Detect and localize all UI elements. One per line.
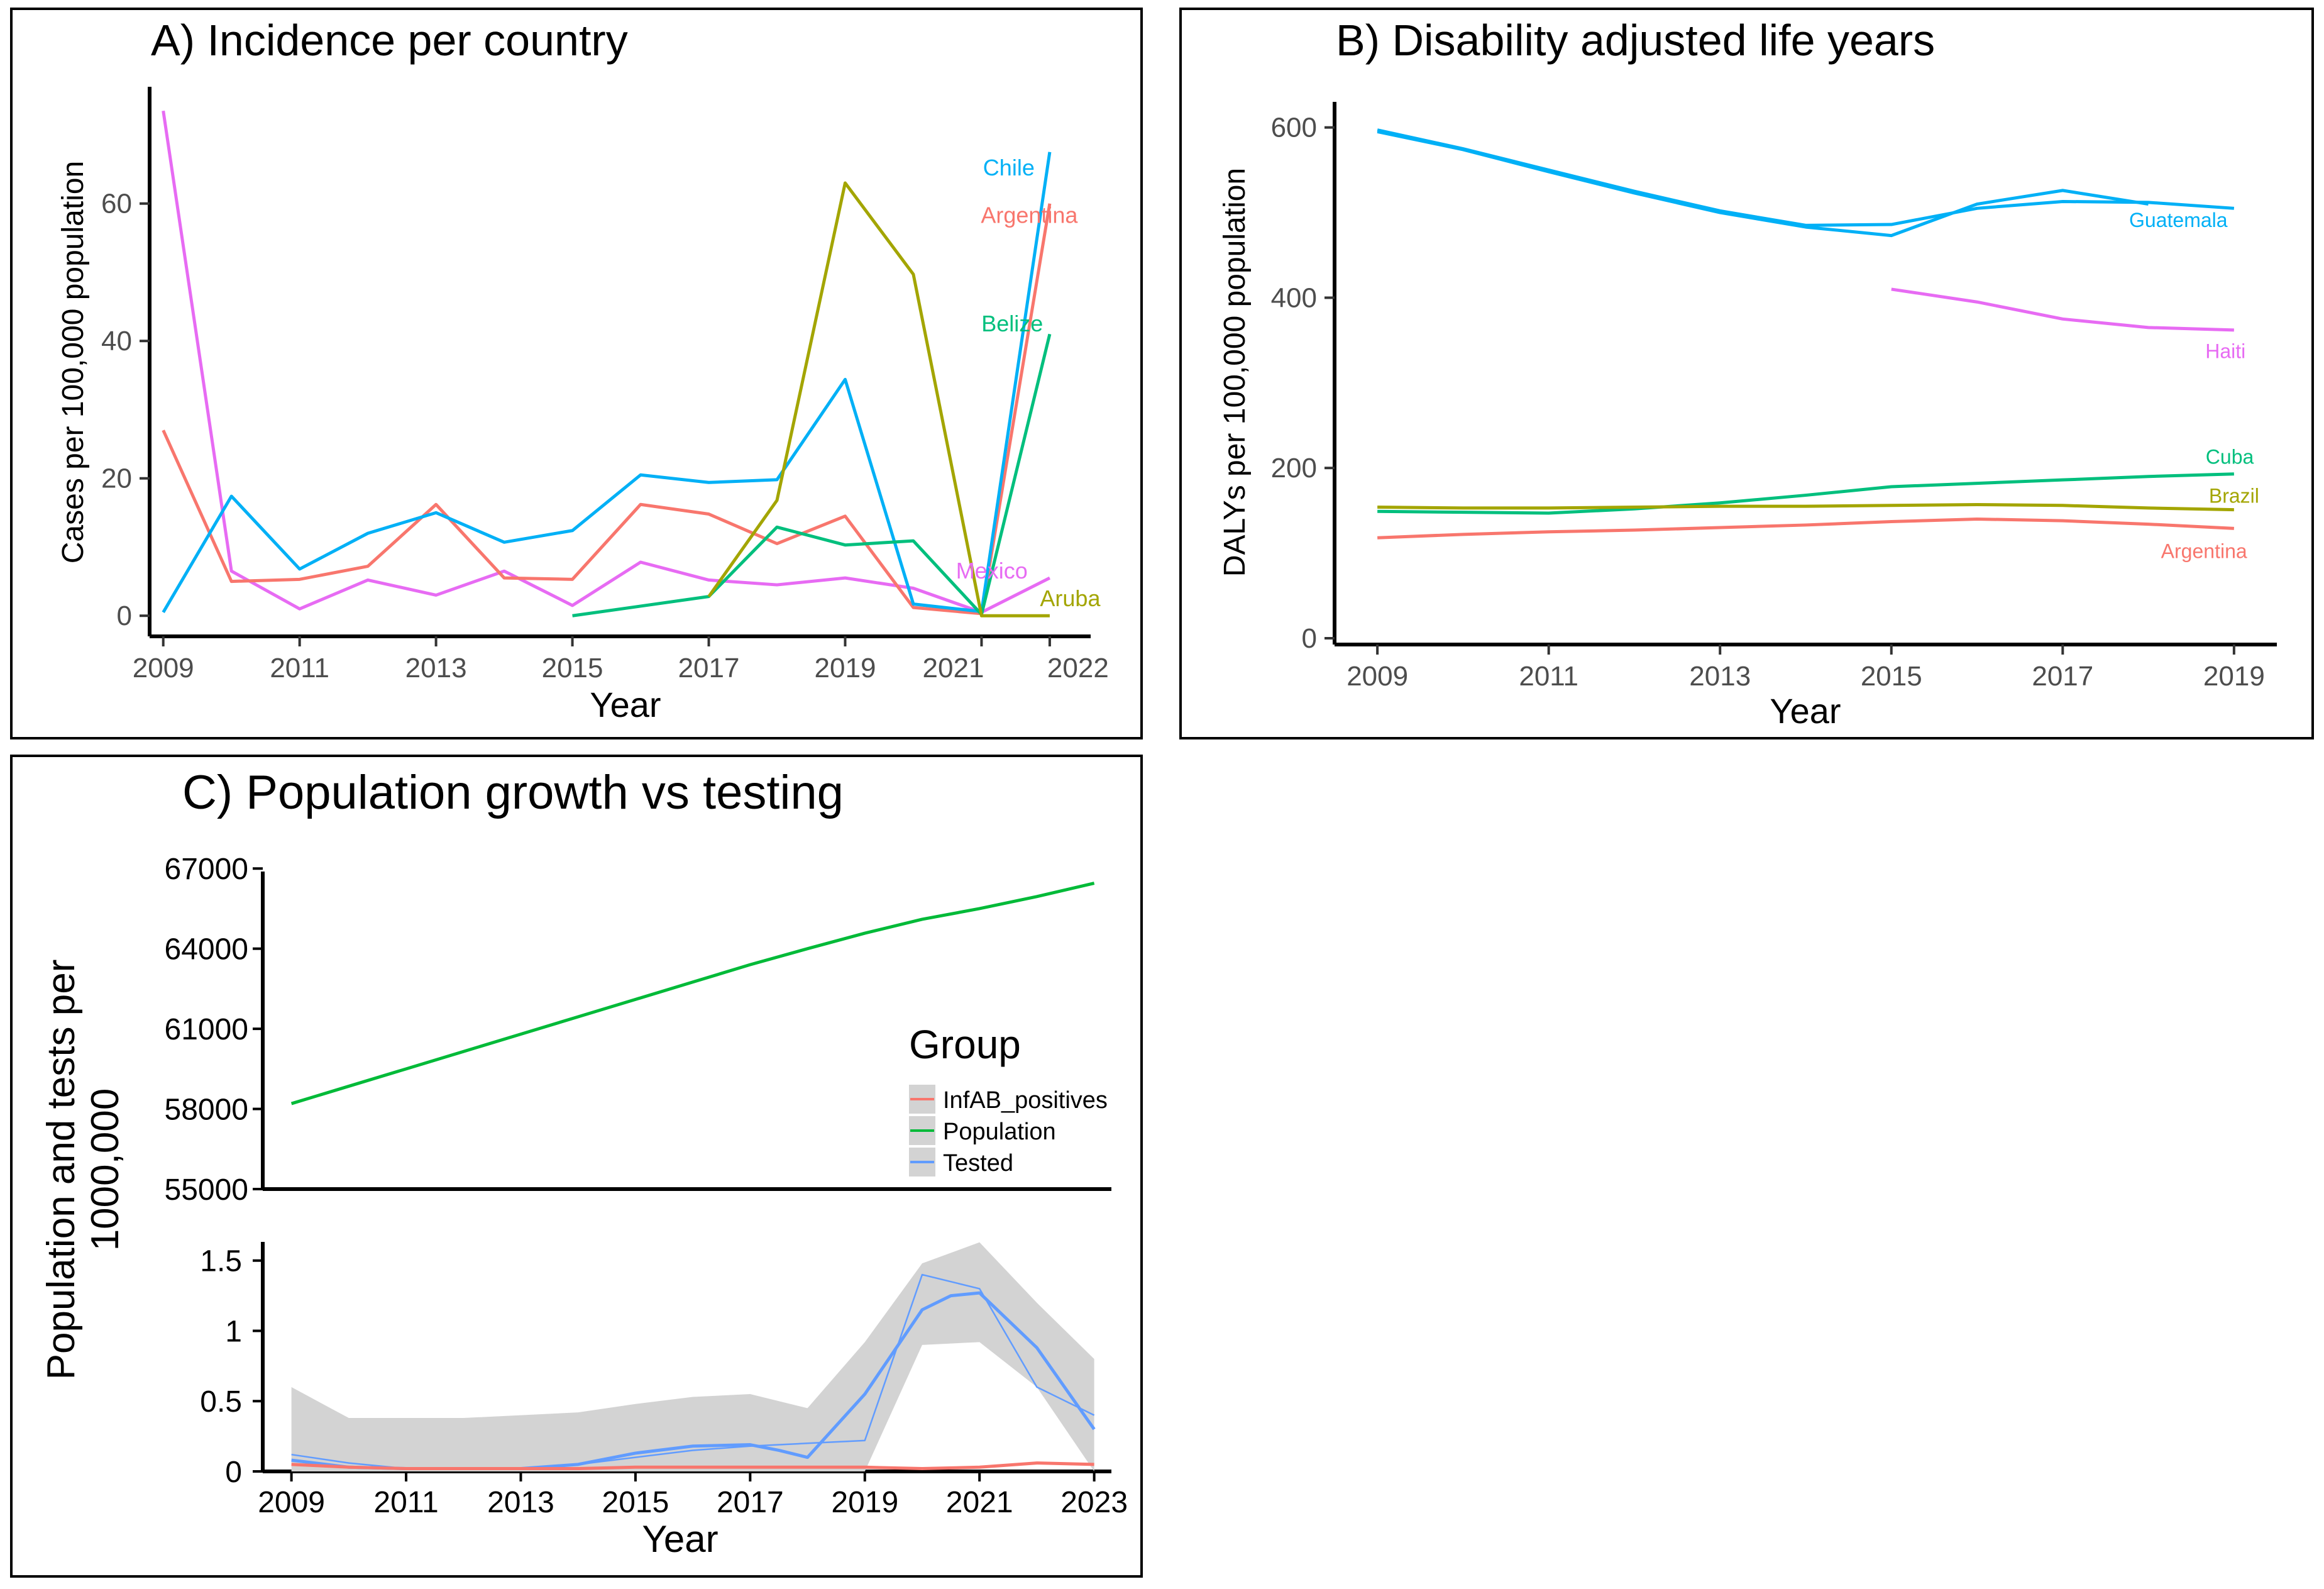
series-line-infab-positives — [291, 1461, 1094, 1471]
panel-c-y-label-line-2: 1000,000 — [84, 1088, 127, 1251]
series-line-mexico — [162, 110, 1051, 614]
legend-title: Group — [909, 1022, 1021, 1067]
y-tick-label: 600 — [1271, 113, 1317, 143]
series-label-mexico: Mexico — [956, 558, 1028, 584]
panel-b-y-label: DALYs per 100,000 population — [1218, 168, 1252, 577]
series-line-aruba — [707, 181, 1050, 617]
y-tick-label: 0 — [117, 601, 132, 631]
x-tick-label: 2017 — [717, 1486, 784, 1519]
series-label-cuba: Cuba — [2206, 445, 2254, 468]
series-label-brazil: Brazil — [2209, 485, 2259, 507]
x-tick-label: 2015 — [542, 653, 603, 684]
x-tick-label: 2019 — [815, 653, 876, 684]
series-label-aruba: Aruba — [1040, 585, 1101, 611]
panel-b-x-label: Year — [1770, 691, 1841, 731]
upper-y-tick-label: 64000 — [165, 933, 248, 966]
series-line-cuba — [1377, 472, 2234, 515]
panel-c-border — [10, 755, 1143, 1578]
series-line-chile — [162, 152, 1052, 614]
panel-c: C) Population growth vs testing 2009 2011… — [10, 755, 1143, 1578]
y-tick-label: 20 — [101, 463, 132, 494]
upper-y-tick-label: 67000 — [165, 853, 248, 886]
x-tick-label: 2021 — [946, 1486, 1013, 1519]
x-tick-label: 2017 — [678, 653, 740, 684]
upper-y-tick-label: 55000 — [165, 1173, 248, 1207]
x-tick-label: 2009 — [258, 1486, 325, 1519]
lower-y-tick-label: 0.5 — [200, 1385, 242, 1419]
x-tick-label: 2023 — [1060, 1486, 1128, 1519]
series-line-argentina — [162, 203, 1052, 616]
upper-y-tick-label: 58000 — [165, 1093, 248, 1127]
panel-a: A) Incidence per country 2009 2011 2013 201… — [10, 8, 1143, 739]
x-tick-label: 2015 — [1861, 661, 1922, 692]
panel-a-title: A) Incidence per country — [151, 16, 628, 65]
x-tick-label: 2019 — [2203, 661, 2265, 692]
series-line-haiti — [1891, 287, 2234, 332]
y-tick-label: 40 — [101, 326, 132, 357]
x-tick-label: 2013 — [1689, 661, 1751, 692]
lower-y-tick-label: 1 — [225, 1315, 242, 1348]
lower-y-tick-label: 0 — [225, 1456, 242, 1489]
y-tick-label: 60 — [101, 189, 132, 219]
panel-c-x-label: Year — [642, 1518, 718, 1560]
legend-label-tested: Tested — [943, 1150, 1013, 1177]
x-tick-label: 2022 — [1047, 653, 1109, 684]
x-tick-label: 2013 — [405, 653, 467, 684]
series-line-argentina — [1377, 517, 2234, 540]
series-label-haiti: Haiti — [2205, 340, 2245, 362]
x-tick-label: 2015 — [602, 1486, 669, 1519]
panel-b: B) Disability adjusted life years 2009 20… — [1179, 8, 2314, 739]
x-tick-label: 2011 — [270, 653, 329, 684]
panel-c-y-label: Population and tests per 1000,000 — [40, 960, 127, 1380]
series-label-argentina: Argentina — [2161, 540, 2247, 563]
panel-c-y-label-line-1: Population and tests per — [40, 960, 83, 1380]
y-tick-label: 0 — [1302, 623, 1317, 654]
panel-a-border — [10, 8, 1143, 739]
panel-a-x-label: Year — [590, 685, 661, 724]
x-tick-label: 2009 — [133, 653, 194, 684]
x-tick-label: 2009 — [1346, 661, 1408, 692]
x-tick-label: 2011 — [1519, 661, 1578, 692]
series-line-guatemala-2- — [1377, 130, 2149, 238]
series-label-guatemala: Guatemala — [2129, 209, 2228, 231]
panel-b-border — [1179, 8, 2314, 739]
y-tick-label: 400 — [1271, 282, 1317, 313]
series-line-population — [290, 882, 1095, 1105]
series-label-argentina: Argentina — [981, 202, 1078, 228]
tested-confidence-band — [291, 1242, 1094, 1471]
panel-a-y-label: Cases per 100,000 population — [57, 161, 90, 563]
x-tick-label: 2021 — [923, 653, 984, 684]
x-tick-label: 2019 — [831, 1486, 898, 1519]
legend-label-population: Population — [943, 1119, 1056, 1145]
series-label-chile: Chile — [983, 155, 1035, 180]
legend-label-infab_positives: InfAB_positives — [943, 1087, 1108, 1114]
panel-b-title: B) Disability adjusted life years — [1336, 16, 1935, 65]
panel-c-legend: Group InfAB_positives Population Tested — [909, 1022, 1108, 1177]
upper-y-tick-label: 61000 — [165, 1013, 248, 1046]
x-tick-label: 2013 — [487, 1486, 554, 1519]
x-tick-label: 2017 — [2032, 661, 2093, 692]
y-tick-label: 200 — [1271, 453, 1317, 484]
series-line-brazil — [1377, 502, 2234, 512]
lower-y-tick-label: 1.5 — [200, 1245, 242, 1278]
series-label-belize: Belize — [981, 311, 1043, 336]
x-tick-label: 2011 — [373, 1486, 438, 1519]
panel-c-title: C) Population growth vs testing — [182, 766, 844, 819]
